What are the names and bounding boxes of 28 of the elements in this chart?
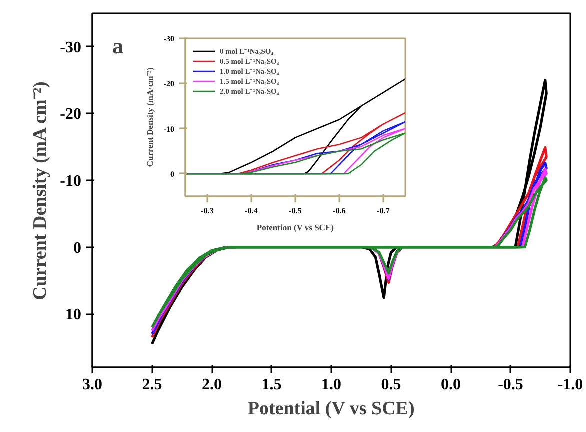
y-tick-label: 10 xyxy=(66,306,82,324)
x-axis-title: Potention (V vs SCE) xyxy=(256,222,334,232)
y-tick-label: -30 xyxy=(164,34,175,44)
x-tick-label: 2.0 xyxy=(202,376,222,394)
y-tick-label: 0 xyxy=(74,240,82,257)
x-axis-title: Potential (V vs SCE) xyxy=(248,398,415,420)
x-tick-label: 1.5 xyxy=(262,376,282,394)
x-tick-label: 3.0 xyxy=(82,376,102,394)
x-tick-label: -0.3 xyxy=(201,206,214,216)
x-tick-label: -0.5 xyxy=(498,376,524,394)
y-tick-label: -30 xyxy=(60,39,82,56)
x-tick-label: -0.4 xyxy=(245,206,258,216)
y-tick-label: -10 xyxy=(164,124,175,134)
x-tick-label: -0.5 xyxy=(289,206,302,216)
x-tick-label: -1.0 xyxy=(558,376,584,394)
y-tick-label: -10 xyxy=(60,172,82,190)
y-axis-title: Current Density (mA cm⁻²) xyxy=(30,82,52,300)
x-tick-label: 1.0 xyxy=(322,376,342,394)
y-tick-label: -20 xyxy=(164,80,175,89)
x-tick-label: 0.5 xyxy=(381,376,402,394)
annotation: a xyxy=(112,34,124,58)
x-tick-label: -0.7 xyxy=(377,206,390,216)
y-tick-label: 0 xyxy=(170,170,174,179)
x-tick-label: 2.5 xyxy=(142,376,162,394)
y-axis-title: Current Density (mA·cm⁻²) xyxy=(144,68,155,168)
x-tick-label: 0.0 xyxy=(441,376,461,394)
y-tick-label: -20 xyxy=(60,106,82,124)
x-tick-label: -0.6 xyxy=(333,206,346,216)
